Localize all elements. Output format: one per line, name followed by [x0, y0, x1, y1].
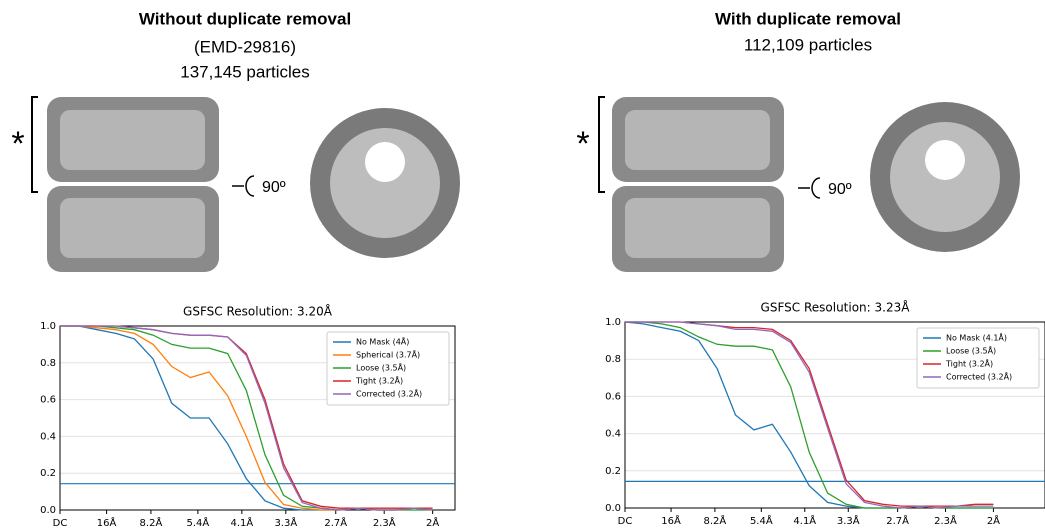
x-tick-label: 2.7Å: [324, 516, 347, 529]
fsc-curve: [60, 325, 433, 511]
x-tick-label: 2.3Å: [373, 516, 396, 529]
legend-box: [326, 331, 450, 406]
plot-frame: [59, 325, 456, 511]
rotation-label: 90º: [262, 179, 286, 196]
plot-frame: [624, 321, 1045, 509]
x-tick-label: 2Å: [426, 516, 439, 529]
y-tick-label: 0.6: [40, 395, 56, 406]
x-tick-label: 4.1Å: [230, 516, 253, 529]
marker: *: [576, 125, 589, 163]
legend-box: [916, 327, 1040, 389]
legend-label: Corrected (3.2Å): [946, 371, 1012, 382]
legend-label: Loose (3.5Å): [356, 362, 406, 373]
x-tick-label: 16Å: [97, 516, 117, 529]
x-tick-label: 5.4Å: [187, 516, 210, 529]
legend-label: Tight (3.2Å): [945, 358, 993, 369]
chart-title: GSFSC Resolution: 3.20Å: [183, 304, 333, 319]
x-tick-label: 8.2Å: [704, 514, 727, 527]
y-tick-label: 0.4: [605, 429, 621, 440]
x-tick-label: 8.2Å: [140, 516, 163, 529]
y-tick-label: 0.2: [605, 466, 621, 477]
rotation-label: 90º: [828, 181, 852, 198]
panel-title: With duplicate removal: [715, 9, 901, 28]
x-tick-label: 2.3Å: [934, 514, 957, 527]
y-tick-label: 1.0: [605, 317, 621, 328]
x-tick-label: 4.1Å: [793, 514, 816, 527]
panel-title: Without duplicate removal: [139, 9, 351, 28]
y-tick-label: 0.2: [40, 468, 56, 479]
y-tick-label: 0.4: [40, 431, 56, 442]
y-tick-label: 1.0: [40, 321, 56, 332]
y-tick-label: 0.6: [605, 391, 621, 402]
panel-line: (EMD-29816): [194, 37, 296, 56]
x-tick-label: DC: [53, 518, 68, 529]
legend-label: Corrected (3.2Å): [356, 388, 422, 399]
legend-label: Spherical (3.7Å): [356, 349, 420, 360]
legend-label: Loose (3.5Å): [946, 345, 996, 356]
legend-label: Tight (3.2Å): [355, 375, 403, 386]
map-side-left: * 90º: [11, 96, 460, 272]
x-tick-label: 16Å: [661, 514, 681, 527]
x-tick-label: DC: [618, 516, 633, 527]
x-tick-label: 3.3Å: [837, 514, 860, 527]
panel-line: 112,109 particles: [744, 35, 872, 54]
y-tick-label: 0.0: [40, 505, 56, 516]
x-tick-label: 5.4Å: [750, 514, 773, 527]
y-tick-label: 0.8: [40, 358, 56, 369]
panel-line: 137,145 particles: [180, 62, 309, 81]
chart-title: GSFSC Resolution: 3.23Å: [761, 300, 911, 315]
map-side-right: * 90º: [576, 96, 1020, 272]
y-tick-label: 0.0: [605, 503, 621, 514]
marker: *: [11, 125, 24, 163]
x-tick-label: 2Å: [987, 514, 1000, 527]
legend-label: No Mask (4.1Å): [946, 332, 1007, 343]
fsc-curve: [625, 321, 994, 509]
y-tick-label: 0.8: [605, 354, 621, 365]
x-tick-label: 3.3Å: [274, 516, 297, 529]
legend-label: No Mask (4Å): [356, 336, 409, 347]
x-tick-label: 2.7Å: [886, 514, 909, 527]
